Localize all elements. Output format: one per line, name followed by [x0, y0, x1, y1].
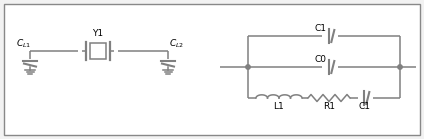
Text: Y1: Y1 — [92, 29, 103, 38]
Circle shape — [246, 65, 250, 69]
Text: $C_{L2}$: $C_{L2}$ — [169, 38, 184, 50]
Bar — [90, 43, 106, 59]
Circle shape — [398, 65, 402, 69]
Text: C0: C0 — [315, 55, 327, 64]
Text: R1: R1 — [323, 102, 335, 111]
Text: $C_{L1}$: $C_{L1}$ — [16, 38, 31, 50]
Text: C1: C1 — [359, 102, 371, 111]
Text: L1: L1 — [273, 102, 285, 111]
FancyBboxPatch shape — [4, 4, 420, 135]
Text: C1: C1 — [315, 24, 327, 33]
